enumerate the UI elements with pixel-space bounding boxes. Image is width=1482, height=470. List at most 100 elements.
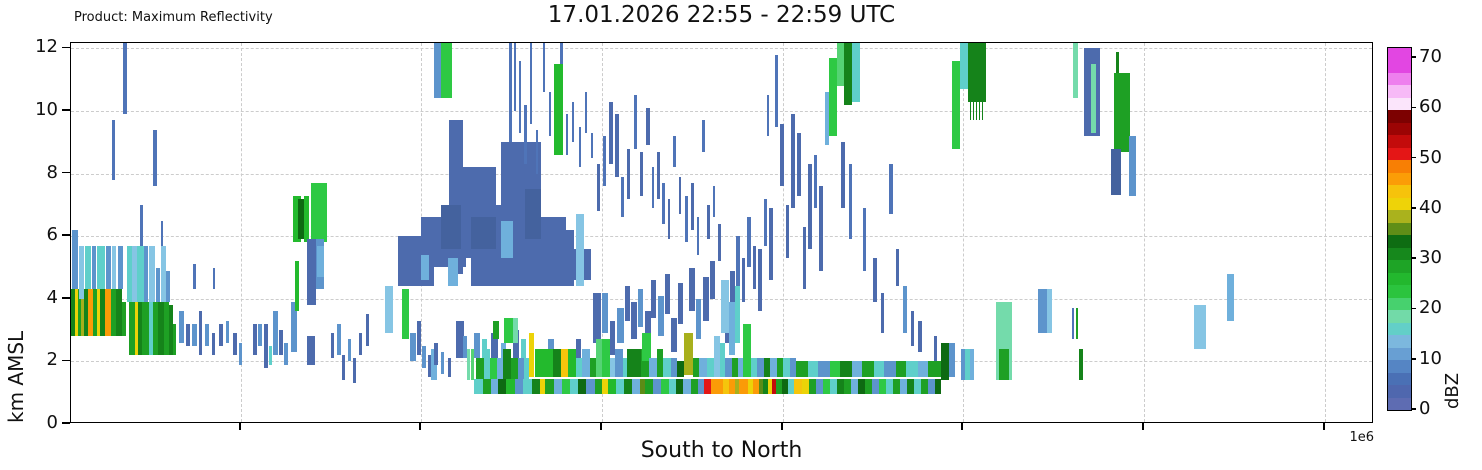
reflectivity-bar — [896, 361, 906, 378]
reflectivity-bar — [691, 378, 698, 395]
reflectivity-bar — [729, 301, 735, 356]
reflectivity-bar — [448, 258, 458, 287]
reflectivity-bar — [732, 358, 738, 378]
reflectivity-bar — [703, 276, 709, 321]
reflectivity-bar — [702, 120, 705, 152]
reflectivity-bar — [93, 289, 97, 337]
colorbar-step — [1388, 372, 1411, 386]
reflectivity-bar — [212, 333, 215, 356]
x-gridline — [783, 43, 784, 422]
reflectivity-bar — [463, 336, 467, 359]
reflectivity-bar — [808, 164, 812, 249]
y-tick-mark — [62, 171, 70, 174]
reflectivity-bar — [949, 342, 955, 378]
reflectivity-bar — [1111, 148, 1121, 196]
reflectivity-bar — [523, 378, 532, 395]
colorbar-step — [1388, 359, 1411, 373]
reflectivity-bar — [691, 182, 694, 230]
reflectivity-bar — [311, 182, 327, 243]
colorbar-step — [1388, 184, 1411, 198]
reflectivity-bar — [794, 378, 802, 395]
reflectivity-bar — [658, 295, 664, 337]
reflectivity-bar — [610, 358, 615, 378]
reflectivity-bar — [873, 258, 877, 302]
reflectivity-bar — [410, 333, 416, 362]
reflectivity-bar — [671, 358, 677, 378]
reflectivity-bar — [593, 292, 601, 343]
reflectivity-bar — [431, 348, 437, 381]
reflectivity-bar — [735, 286, 740, 343]
reflectivity-bar — [772, 378, 776, 395]
colorbar-step — [1388, 347, 1411, 361]
reflectivity-bar — [788, 378, 794, 395]
reflectivity-bar — [293, 195, 301, 243]
reflectivity-bar — [763, 378, 768, 395]
reflectivity-bar — [579, 126, 581, 168]
reflectivity-bar — [1129, 136, 1136, 196]
reflectivity-bar — [566, 114, 568, 155]
reflectivity-bar — [88, 289, 93, 337]
reflectivity-bar — [111, 289, 116, 337]
reflectivity-bar — [92, 245, 96, 290]
reflectivity-bar — [105, 289, 111, 337]
reflectivity-bar — [759, 378, 763, 395]
reflectivity-bar — [783, 358, 790, 378]
reflectivity-bar — [615, 348, 623, 378]
reflectivity-bar — [535, 348, 553, 378]
reflectivity-bar — [678, 283, 683, 324]
reflectivity-bar — [153, 129, 157, 187]
colorbar-tick-mark — [1411, 56, 1416, 58]
chart-title: 17.01.2026 22:55 - 22:59 UTC — [547, 2, 896, 28]
reflectivity-bar — [169, 305, 173, 356]
reflectivity-bar — [123, 43, 127, 115]
reflectivity-bar — [199, 311, 202, 356]
reflectivity-bar — [973, 101, 974, 121]
reflectivity-bar — [572, 101, 574, 143]
reflectivity-bar — [493, 320, 499, 340]
reflectivity-bar — [144, 245, 148, 302]
reflectivity-bar — [135, 301, 138, 356]
reflectivity-bar — [714, 336, 720, 378]
reflectivity-bar — [665, 273, 670, 315]
reflectivity-bar — [127, 245, 132, 302]
reflectivity-bar — [471, 217, 496, 249]
reflectivity-bar — [1079, 348, 1083, 381]
reflectivity-bar — [304, 195, 309, 243]
reflectivity-bar — [710, 261, 715, 299]
reflectivity-bar — [498, 378, 506, 395]
reflectivity-bar — [536, 129, 538, 174]
reflectivity-bar — [75, 289, 78, 337]
reflectivity-bar — [764, 198, 767, 246]
reflectivity-bar — [186, 323, 190, 346]
x-tick-mark — [1323, 423, 1325, 430]
reflectivity-bar — [642, 333, 651, 362]
colorbar-step — [1388, 147, 1411, 161]
reflectivity-bar — [999, 348, 1009, 381]
reflectivity-bar — [757, 358, 764, 378]
reflectivity-bar — [874, 361, 884, 378]
reflectivity-bar — [233, 333, 237, 356]
colorbar-step — [1388, 322, 1411, 336]
reflectivity-bar — [513, 330, 519, 359]
reflectivity-bar — [72, 229, 78, 290]
reflectivity-bar — [79, 245, 84, 299]
reflectivity-bar — [935, 378, 941, 395]
reflectivity-bar — [837, 378, 844, 395]
reflectivity-bar — [548, 339, 554, 359]
reflectivity-bar — [676, 378, 683, 395]
colorbar-step — [1388, 384, 1411, 398]
reflectivity-bar — [482, 339, 487, 359]
y-tick-mark — [62, 422, 70, 424]
reflectivity-bar — [578, 378, 586, 395]
reflectivity-bar — [764, 358, 770, 378]
reflectivity-bar — [775, 54, 778, 127]
reflectivity-bar — [441, 43, 452, 99]
reflectivity-bar — [514, 43, 516, 111]
reflectivity-bar — [965, 348, 970, 381]
reflectivity-bar — [829, 57, 837, 137]
reflectivity-bar — [668, 198, 670, 240]
reflectivity-bar — [780, 123, 784, 187]
reflectivity-bar — [156, 267, 160, 302]
reflectivity-bar — [638, 289, 643, 327]
colorbar-step — [1388, 72, 1411, 86]
